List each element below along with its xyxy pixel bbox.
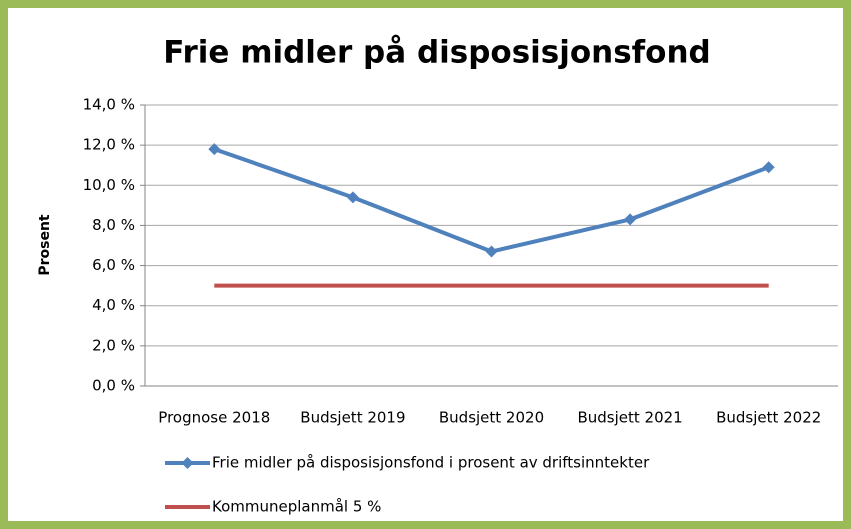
point-marker (346, 191, 359, 204)
legend-label: Kommuneplanmål 5 % (212, 498, 381, 516)
y-tick-label: 8,0 % (92, 216, 135, 234)
y-tick-label: 14,0 % (83, 96, 135, 114)
legend-label: Frie midler på disposisjonsfond i prosen… (212, 454, 650, 472)
y-tick-label: 12,0 % (83, 136, 135, 154)
point-marker (208, 143, 221, 156)
x-tick-label: Budsjett 2022 (716, 409, 821, 427)
x-tick-label: Budsjett 2020 (439, 409, 544, 427)
y-tick-label: 6,0 % (92, 256, 135, 274)
y-tick-label: 0,0 % (92, 377, 135, 395)
y-tick-label: 4,0 % (92, 296, 135, 314)
x-tick-label: Budsjett 2021 (577, 409, 682, 427)
chart-title: Frie midler på disposisjonsfond (163, 35, 710, 71)
chart-area (8, 8, 843, 521)
point-marker (485, 245, 498, 258)
point-marker (762, 161, 775, 174)
y-axis-label: Prosent (37, 214, 53, 276)
y-tick-label: 10,0 % (83, 176, 135, 194)
x-tick-label: Budsjett 2019 (300, 409, 405, 427)
point-marker (624, 213, 637, 226)
y-tick-label: 2,0 % (92, 336, 135, 354)
legend-marker (181, 457, 194, 469)
x-tick-label: Prognose 2018 (158, 409, 270, 427)
